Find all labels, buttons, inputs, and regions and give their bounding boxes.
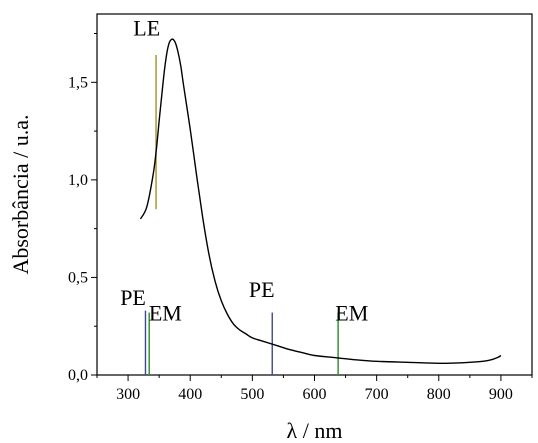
x-axis-title: λ / nm — [287, 418, 343, 443]
x-tick-label: 500 — [240, 386, 264, 403]
y-axis-title: Absorbância / u.a. — [8, 114, 33, 274]
y-tick-label: 1,5 — [68, 74, 88, 91]
x-tick-label: 600 — [303, 386, 327, 403]
y-tick-label: 1,0 — [68, 172, 88, 189]
annotation-label: PE — [249, 277, 275, 302]
absorbance-series-line — [139, 38, 502, 365]
annotation-label: EM — [149, 300, 182, 325]
plot-area: 300 400 500 600 700 800 900 0,0 0,5 1,0 1,5 λ / nm A… — [8, 13, 533, 443]
y-tick-label: 0,5 — [68, 269, 88, 286]
y-tick-label: 0,0 — [68, 367, 88, 384]
annotation-label: EM — [335, 300, 368, 325]
x-tick-label: 800 — [427, 386, 451, 403]
x-tick-label: 400 — [178, 386, 202, 403]
x-tick-label: 700 — [365, 386, 389, 403]
annotation-label: PE — [120, 285, 146, 310]
x-tick-label: 900 — [489, 386, 513, 403]
annotation-label: LE — [133, 15, 160, 40]
x-tick-label: 300 — [116, 386, 140, 403]
